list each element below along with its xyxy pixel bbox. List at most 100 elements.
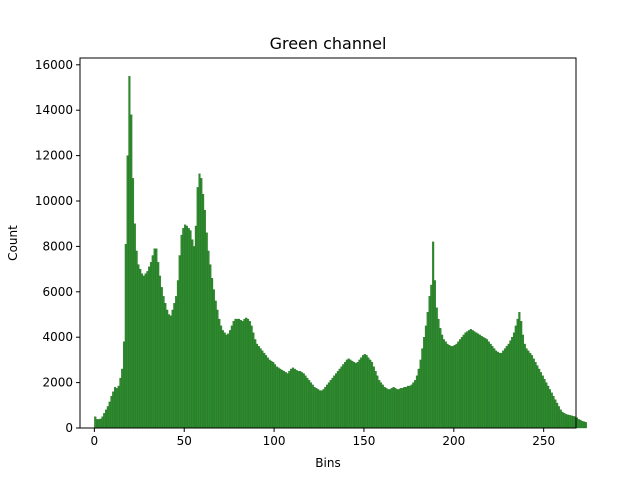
y-tick-label: 10000 bbox=[35, 194, 73, 208]
histogram-bar bbox=[196, 187, 199, 429]
x-tick-label: 100 bbox=[263, 434, 286, 448]
histogram-bar bbox=[340, 366, 343, 429]
histogram-bar bbox=[272, 362, 275, 429]
histogram-bar bbox=[374, 371, 377, 429]
histogram-bar bbox=[446, 343, 449, 429]
histogram-bar bbox=[175, 296, 178, 429]
histogram-bar bbox=[482, 337, 485, 429]
histogram-bar bbox=[478, 334, 481, 429]
histogram-bar bbox=[363, 354, 366, 429]
histogram-bar bbox=[169, 315, 172, 429]
histogram-bar bbox=[566, 414, 569, 429]
histogram-bar bbox=[164, 302, 167, 429]
histogram-bar bbox=[367, 357, 370, 429]
histogram-bar bbox=[211, 278, 214, 429]
histogram-bar bbox=[430, 284, 433, 429]
histogram-bar bbox=[572, 416, 575, 429]
histogram-bar bbox=[500, 352, 503, 429]
histogram-bar bbox=[290, 368, 293, 429]
histogram-bar bbox=[394, 388, 397, 429]
histogram-bar bbox=[162, 296, 165, 429]
histogram-bar bbox=[281, 369, 284, 429]
histogram-bar bbox=[529, 352, 532, 429]
histogram-bar bbox=[477, 333, 480, 429]
histogram-bar bbox=[166, 309, 169, 429]
histogram-bar bbox=[108, 401, 111, 429]
histogram-bar bbox=[302, 373, 305, 429]
histogram-bar bbox=[126, 155, 129, 429]
histogram-bar bbox=[505, 346, 508, 429]
histogram-bar bbox=[248, 321, 251, 429]
histogram-bar bbox=[189, 230, 192, 429]
histogram-bar bbox=[399, 388, 402, 429]
histogram-bar bbox=[552, 396, 555, 429]
x-tick-label: 250 bbox=[532, 434, 555, 448]
y-axis-label: Count bbox=[6, 225, 20, 261]
histogram-bar bbox=[299, 371, 302, 429]
histogram-bar bbox=[160, 287, 163, 429]
histogram-bar bbox=[205, 232, 208, 429]
histogram-bar bbox=[396, 389, 399, 429]
x-axis-label: Bins bbox=[315, 456, 340, 470]
histogram-bar bbox=[320, 390, 323, 429]
histogram-bar bbox=[155, 248, 158, 429]
histogram-bar bbox=[554, 399, 557, 429]
histogram-bar bbox=[410, 384, 413, 429]
histogram-bar bbox=[539, 372, 543, 429]
histogram-bar bbox=[437, 318, 440, 429]
histogram-bar bbox=[521, 334, 525, 429]
histogram-bar bbox=[184, 224, 187, 429]
histogram-bar bbox=[527, 350, 530, 429]
histogram-bar bbox=[113, 386, 117, 429]
histogram-bar bbox=[432, 241, 435, 429]
histogram-bar bbox=[282, 371, 286, 429]
histogram-bar bbox=[493, 348, 496, 429]
histogram-bar bbox=[462, 334, 465, 429]
histogram-bar bbox=[293, 368, 296, 429]
histogram-bar bbox=[194, 225, 197, 429]
histogram-bar bbox=[207, 250, 210, 429]
histogram-bar bbox=[158, 275, 162, 429]
histogram-bar bbox=[466, 331, 469, 429]
histogram-bar bbox=[442, 339, 445, 429]
histogram-bar bbox=[441, 334, 444, 429]
histogram-bar bbox=[403, 386, 406, 429]
histogram-bar bbox=[322, 389, 325, 429]
histogram-bar bbox=[397, 389, 401, 429]
y-axis-ticks: 0 2000 4000 6000 8000 10000 12000 14000 16000 bbox=[35, 58, 80, 435]
histogram-bar bbox=[361, 355, 365, 429]
histogram-bar bbox=[345, 359, 348, 429]
histogram-bar bbox=[372, 366, 375, 429]
histogram-bar bbox=[419, 359, 422, 429]
histogram-bar bbox=[216, 309, 219, 429]
histogram-bar bbox=[304, 375, 307, 429]
histogram-bar bbox=[568, 415, 571, 429]
histogram-bar bbox=[498, 352, 501, 429]
histogram-bar bbox=[406, 385, 410, 429]
histogram-bar bbox=[421, 348, 424, 429]
histogram-bar bbox=[561, 411, 564, 429]
histogram-bar bbox=[146, 271, 149, 429]
histogram-bar bbox=[435, 307, 438, 429]
histogram-bar bbox=[198, 173, 201, 429]
histogram-bar bbox=[538, 368, 541, 429]
histogram-bar bbox=[457, 341, 460, 429]
chart-title: Green channel bbox=[270, 34, 387, 53]
y-tick-label: 16000 bbox=[35, 58, 73, 72]
histogram-bar bbox=[335, 373, 338, 429]
histogram-bar bbox=[131, 178, 135, 429]
histogram-bar bbox=[428, 296, 431, 429]
histogram-bar bbox=[379, 382, 383, 429]
histogram-bar bbox=[557, 406, 560, 429]
histogram-bar bbox=[556, 402, 559, 429]
histogram-bar bbox=[252, 332, 255, 429]
histogram-bar bbox=[471, 330, 474, 429]
histogram-bar bbox=[112, 391, 115, 429]
histogram-bar bbox=[261, 350, 264, 429]
histogram-bar bbox=[353, 362, 356, 429]
histogram-bar bbox=[315, 388, 318, 429]
histogram-bar bbox=[241, 321, 244, 429]
histogram-bar bbox=[288, 371, 291, 429]
histogram-bar bbox=[122, 341, 126, 429]
histogram-bar bbox=[369, 359, 372, 429]
